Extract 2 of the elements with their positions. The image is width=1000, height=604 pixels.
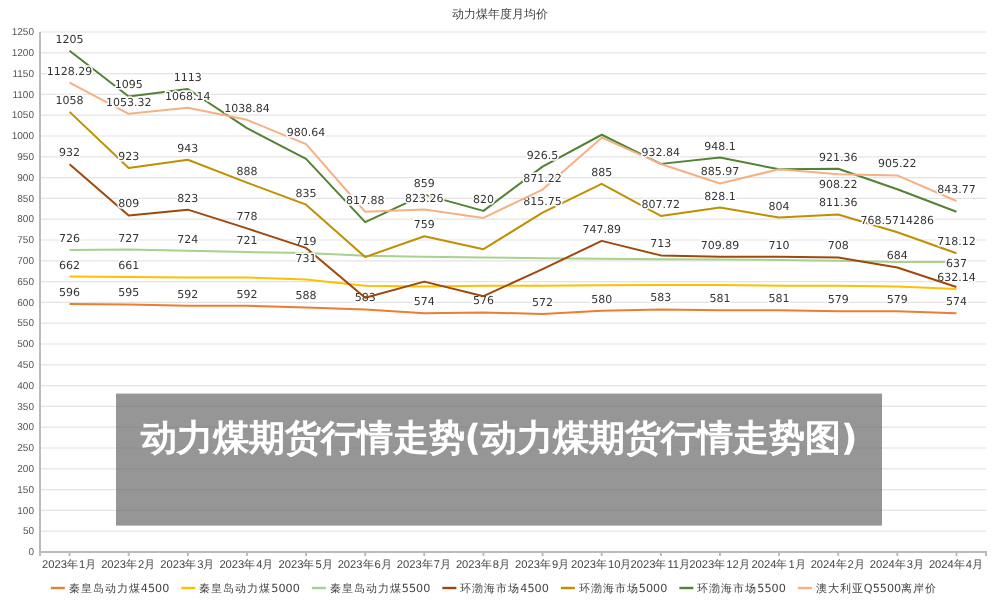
annotation: 动力煤期货行情走势(动力煤期货行情走势图) xyxy=(138,417,858,460)
caption-banner: 动力煤期货行情走势(动力煤期货行情走势图) xyxy=(116,393,882,526)
